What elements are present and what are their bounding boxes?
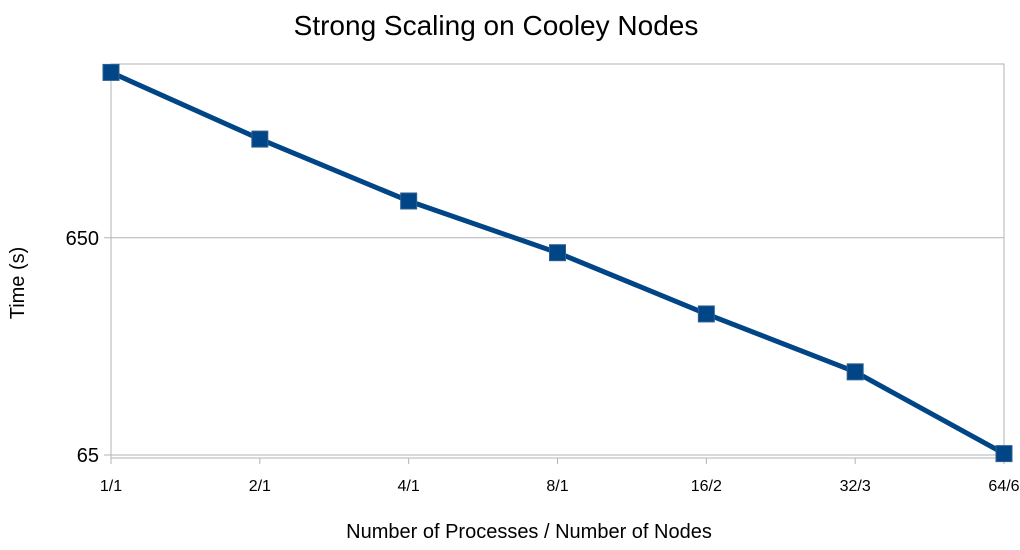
chart-title: Strong Scaling on Cooley Nodes	[294, 10, 699, 41]
y-tick-label: 650	[66, 228, 99, 250]
x-tick-label: 4/1	[398, 478, 420, 495]
y-axis-ticks: 65 650	[66, 228, 99, 467]
x-tick-label: 16/2	[691, 478, 722, 495]
data-point	[846, 363, 864, 381]
x-tick-label: 8/1	[546, 478, 568, 495]
data-point	[549, 244, 566, 262]
y-tick-label: 65	[77, 445, 99, 467]
gridlines	[104, 237, 1004, 456]
series-line	[108, 69, 1007, 457]
data-point	[102, 63, 120, 81]
data-point	[995, 445, 1013, 463]
x-tick-label: 2/1	[249, 478, 271, 495]
data-point	[251, 130, 269, 148]
series	[102, 63, 1013, 463]
data-point	[400, 192, 418, 210]
x-tick-label: 32/3	[840, 478, 871, 495]
x-tick-label: 64/6	[988, 478, 1019, 495]
x-tick-label: 1/1	[100, 478, 122, 495]
x-axis-ticks: 1/1 2/1 4/1 8/1 16/2 32/3 64/6	[100, 458, 1020, 495]
y-axis-label: Time (s)	[7, 247, 29, 320]
x-axis-label: Number of Processes / Number of Nodes	[346, 521, 712, 543]
data-point	[697, 305, 715, 323]
